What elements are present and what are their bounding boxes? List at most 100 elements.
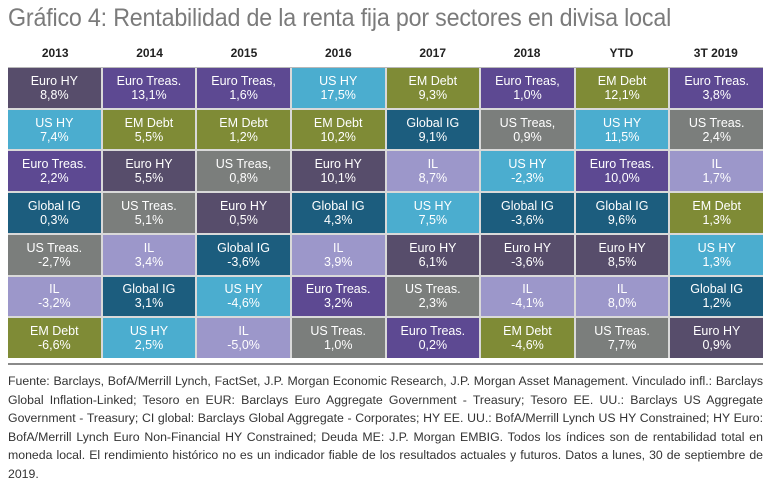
quilt-cell: EM Debt 9,3% [386,68,480,108]
sector-label: US Treas. [26,240,83,255]
quilt-cell: US Treas. 7,7% [575,318,669,358]
sector-label: EM Debt [692,198,741,213]
sector-label: Global IG [595,198,649,213]
return-value: -3,6% [227,254,260,269]
quilt-cell: US HY 11,5% [575,109,669,150]
sector-label: IL [143,240,155,255]
return-value: -6,6% [37,338,71,353]
quilt-cell: Global IG -3,6% [481,193,574,233]
sector-label: Euro Treas. [116,73,182,88]
return-value: 5,1% [134,212,164,227]
sector-label: Global IG [217,240,270,255]
quilt-cell: Euro Treas. 2,2% [8,151,101,192]
return-value: 4,3% [323,212,353,227]
quilt-cell: Euro HY 0,9% [670,318,763,358]
return-value: 0,2% [418,338,448,353]
quilt-cell: US HY -4,6% [197,276,290,317]
return-value: -2,3% [511,171,544,186]
sector-label: US Treas. [310,324,366,339]
sector-label: Euro Treas, [495,73,560,88]
sector-label: Euro Treas. [305,282,371,297]
sector-label: US HY [224,282,263,297]
sector-label: US HY [602,115,642,130]
sector-label: IL [238,324,249,339]
quilt-cell: Euro HY 0,5% [197,193,290,233]
quilt-cell: Euro HY 8,5% [575,234,669,275]
return-value: -4,1% [511,296,544,311]
sector-label: Global IG [122,282,176,297]
quilt-cell: EM Debt 1,2% [197,109,290,150]
sector-label: IL [522,282,533,297]
return-value: -5,0% [227,338,260,353]
return-value: 8,7% [418,171,448,186]
quilt-cell: US Treas, 0,8% [197,151,290,192]
return-value: 1,6% [229,87,258,102]
quilt-cell: IL -4,1% [481,276,574,317]
return-value: 7,5% [418,212,448,227]
quilt-cell: IL 3,4% [102,234,196,275]
quilt-cell: Euro HY 6,1% [386,234,480,275]
column-header: 2016 [324,46,352,60]
sector-label: US HY [697,240,736,255]
quilt-cell: US Treas. 2,3% [386,276,480,317]
sector-label: Euro HY [693,324,741,339]
quilt-cell: Global IG 9,1% [386,109,480,150]
return-value: 1,0% [323,338,353,353]
return-value: 9,6% [607,212,637,227]
sector-label: EM Debt [219,115,268,130]
sector-label: US HY [129,324,169,339]
sector-label: Euro HY [314,157,362,172]
column-header: 3T 2019 [693,46,738,60]
return-value: 7,4% [40,129,69,144]
quilt-cell: US HY 7,4% [8,109,101,150]
return-value: 1,2% [702,296,731,311]
sector-label: IL [711,157,722,172]
quilt-cell: IL 8,0% [575,276,669,317]
quilt-cell: IL -3,2% [8,276,101,317]
sector-label: Euro HY [30,73,78,88]
return-value: -3,6% [511,254,544,269]
sector-label: US Treas. [121,198,177,213]
return-value: 8,5% [607,254,637,269]
quilt-cell: IL -5,0% [197,318,290,358]
return-value: 10,2% [320,129,356,144]
sector-label: US Treas, [499,115,556,130]
sector-label: IL [49,282,60,297]
quilt-cell: Global IG 1,2% [670,276,763,317]
quilt-cell: US Treas. 2,4% [670,109,763,150]
quilt-cell: US Treas. 1,0% [291,318,385,358]
sector-label: US Treas, [215,157,272,172]
sector-label: Euro Treas. [684,73,749,88]
sector-label: IL [616,282,628,297]
sector-label: Global IG [311,198,365,213]
sector-label: Global IG [27,198,81,213]
return-value: 2,2% [40,171,69,186]
quilt-cell: US Treas. 5,1% [102,193,196,233]
quilt-cell: Euro HY -3,6% [481,234,574,275]
quilt-cell: US HY 7,5% [386,193,480,233]
return-value: 9,1% [418,129,448,144]
source-footnote: Fuente: Barclays, BofA/Merrill Lynch, Fa… [8,374,763,481]
quilt-cell: Euro HY 10,1% [291,151,385,192]
quilt-cell: EM Debt 10,2% [291,109,385,150]
sector-label: US Treas. [688,115,745,130]
column-header: 2014 [136,46,163,60]
return-value: 5,5% [134,171,164,186]
sector-label: US HY [35,115,74,130]
return-value: 12,1% [604,87,640,102]
return-value: 10,0% [604,171,640,186]
quilt-cell: IL 3,9% [291,234,385,275]
quilt-cell: Euro Treas. 0,2% [386,318,480,358]
sector-label: Euro Treas, [211,73,276,88]
sector-label: Euro Treas. [400,324,466,339]
column-headers: 2013 2014 2015 2016 2017 2018 YTD 3T 2019 [8,46,763,64]
sector-label: Global IG [690,282,744,297]
column-header: 2018 [513,46,541,60]
sector-label: US HY [508,157,547,172]
sector-label: Euro HY [598,240,646,255]
quilt-cell: Euro Treas. 10,0% [575,151,669,192]
return-value: 8,0% [607,296,637,311]
return-value: 3,1% [134,296,164,311]
sector-label: Euro HY [219,198,268,213]
return-value: 0,9% [702,338,731,353]
